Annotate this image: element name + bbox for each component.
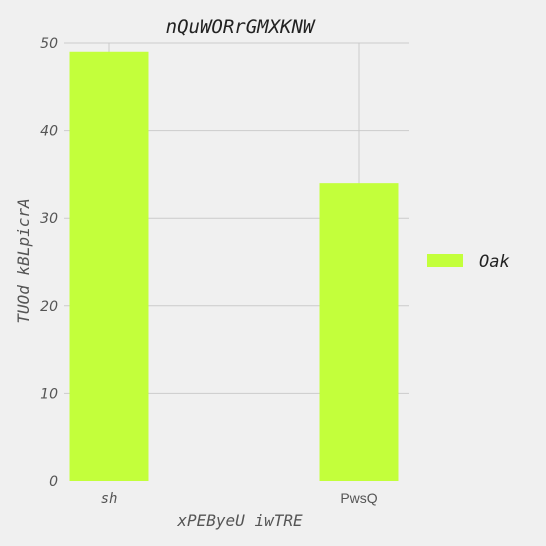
- bar-sh: [69, 51, 149, 481]
- y-tick-label: 40: [40, 124, 58, 140]
- y-tick-label: 10: [40, 386, 58, 402]
- y-axis-label: TUOd kBLpicrA: [14, 198, 33, 323]
- x-axis: sh PwsQ: [101, 490, 378, 507]
- x-tick-label: sh: [101, 491, 118, 507]
- x-axis-label: xPEByeU iwTRE: [176, 511, 303, 530]
- legend: Oak: [427, 252, 510, 272]
- bar-PwsQ: [319, 183, 399, 481]
- y-tick-label: 20: [40, 299, 58, 315]
- y-tick-label: 50: [40, 36, 58, 52]
- y-tick-label: 0: [49, 474, 58, 490]
- legend-label: Oak: [479, 252, 510, 272]
- x-tick-label: PwsQ: [340, 490, 377, 506]
- y-axis: 0 10 20 30 40 50: [40, 36, 58, 490]
- chart-title: nQuWORrGMXKNW: [166, 16, 316, 38]
- y-tick-label: 30: [40, 211, 58, 227]
- legend-swatch: [427, 254, 463, 267]
- bars: [69, 51, 399, 481]
